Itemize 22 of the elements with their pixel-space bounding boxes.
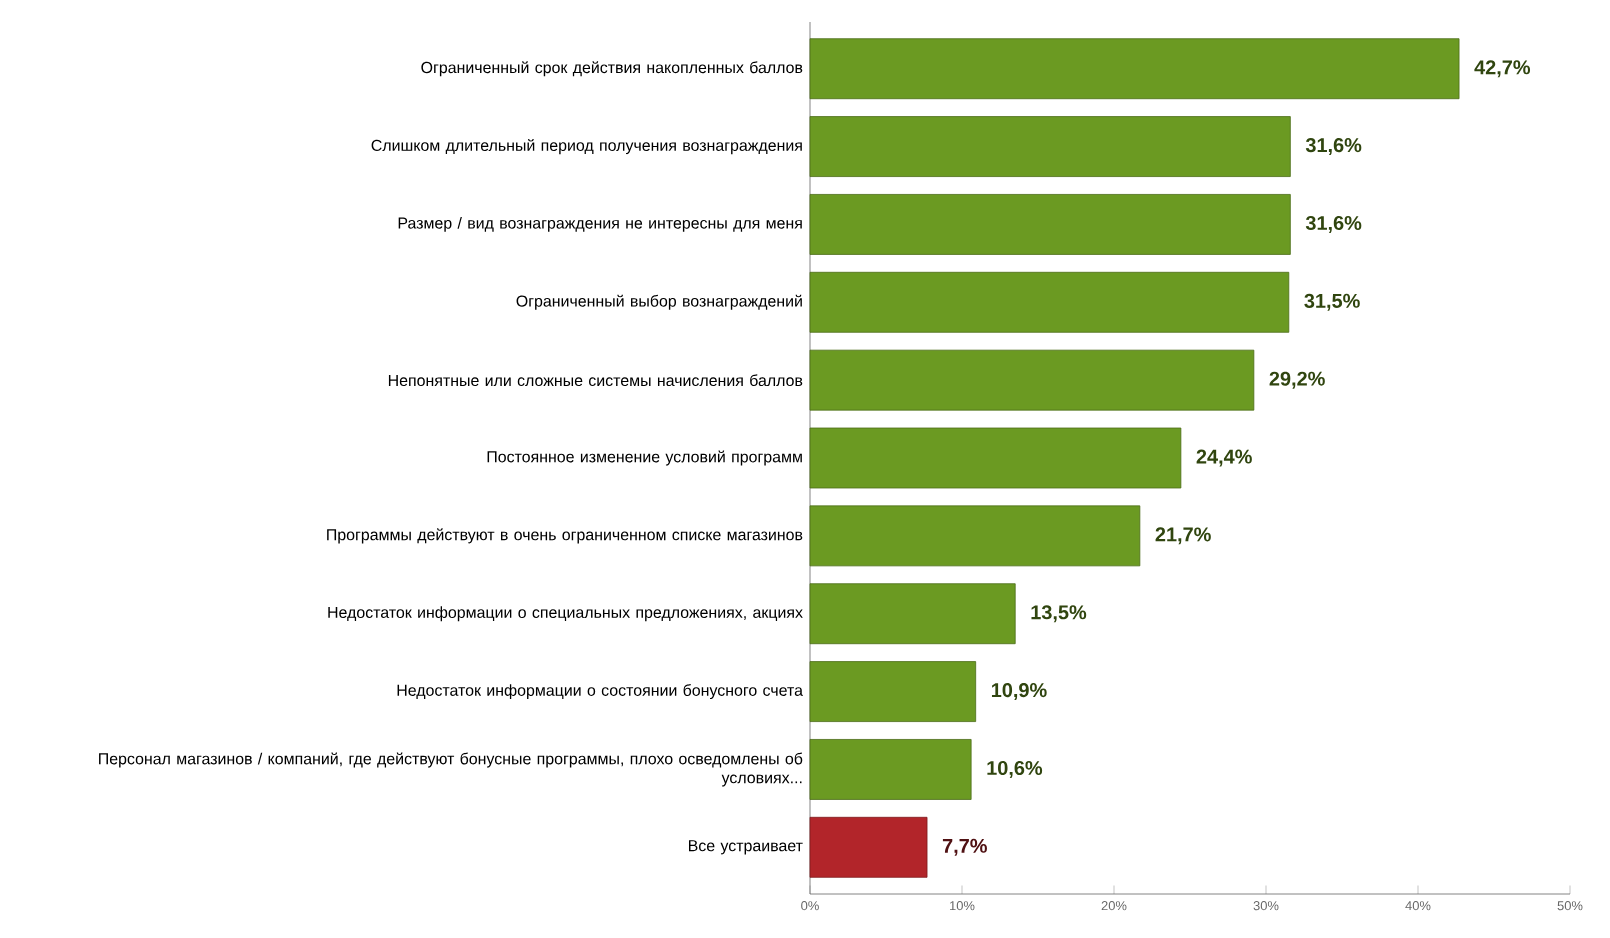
- bar: [809, 116, 1291, 177]
- bar: [809, 661, 977, 722]
- bar: [809, 816, 928, 878]
- bar: [809, 505, 1141, 567]
- bar: [809, 271, 1290, 333]
- data-label: 10,9%: [991, 683, 1047, 701]
- data-label: 21,7%: [1155, 527, 1211, 545]
- data-label: 24,4%: [1196, 449, 1252, 467]
- bar: [809, 38, 1460, 100]
- data-label: 7,7%: [942, 838, 987, 856]
- data-label: 10,6%: [987, 760, 1043, 778]
- bar: [809, 194, 1291, 255]
- data-label: 29,2%: [1269, 371, 1325, 389]
- data-label: 31,6%: [1305, 215, 1362, 233]
- bar: [809, 583, 1016, 645]
- bar: [809, 427, 1182, 489]
- bar: [809, 739, 972, 800]
- bar: [809, 349, 1255, 411]
- data-label: 42,7%: [1474, 60, 1531, 78]
- data-label: 13,5%: [1031, 605, 1087, 623]
- data-label: 31,6%: [1305, 138, 1362, 156]
- data-label: 31,5%: [1304, 293, 1360, 311]
